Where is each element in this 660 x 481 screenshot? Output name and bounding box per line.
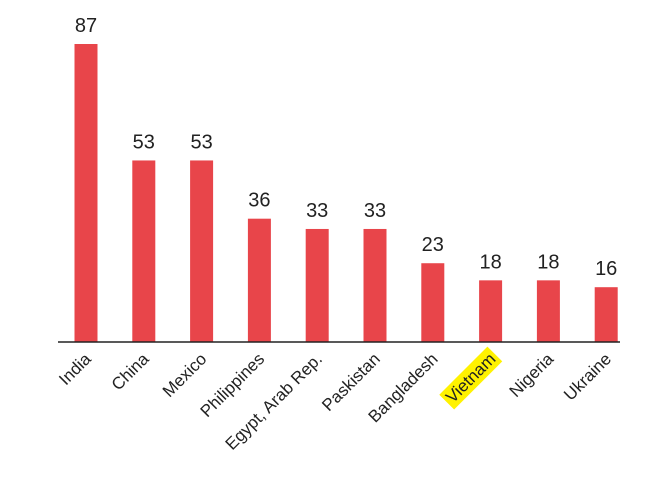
bar-vietnam: [479, 280, 503, 342]
value-label-egypt-arab-rep: 33: [306, 200, 328, 222]
bar-china: [132, 160, 156, 342]
value-label-ukraine: 16: [595, 258, 617, 280]
bar-ukraine: [594, 287, 618, 342]
value-label-philippines: 36: [248, 190, 270, 212]
bar-nigeria: [536, 280, 560, 342]
bar-bangladesh: [421, 263, 445, 342]
bar-egypt-arab-rep: [305, 228, 329, 342]
value-label-bangladesh: 23: [422, 234, 444, 256]
value-label-vietnam: 18: [479, 251, 501, 273]
bars-group: [74, 44, 618, 342]
value-label-india: 87: [75, 15, 97, 37]
value-label-paskistan: 33: [364, 200, 386, 222]
value-label-mexico: 53: [190, 131, 212, 153]
bar-paskistan: [363, 228, 387, 342]
x-tick-label-india: India: [55, 349, 95, 389]
bar-philippines: [247, 218, 271, 342]
highlight-layer: [439, 346, 503, 410]
x-tick-label-nigeria: Nigeria: [506, 349, 558, 401]
bar-india: [74, 44, 98, 342]
value-labels-group: 87 53 53 36 33 33 23 18 18 16: [75, 15, 617, 280]
value-label-nigeria: 18: [537, 251, 559, 273]
x-tick-label-ukraine: Ukraine: [560, 349, 615, 404]
value-label-china: 53: [133, 131, 155, 153]
x-tick-label-vietnam: Vietnam: [442, 349, 499, 406]
x-tick-label-china: China: [108, 349, 153, 394]
x-tick-label-egypt-arab-rep: Egypt, Arab Rep.: [222, 349, 326, 453]
x-tick-label-mexico: Mexico: [159, 349, 211, 401]
bar-mexico: [190, 160, 214, 342]
highlight-vietnam: [439, 346, 503, 410]
